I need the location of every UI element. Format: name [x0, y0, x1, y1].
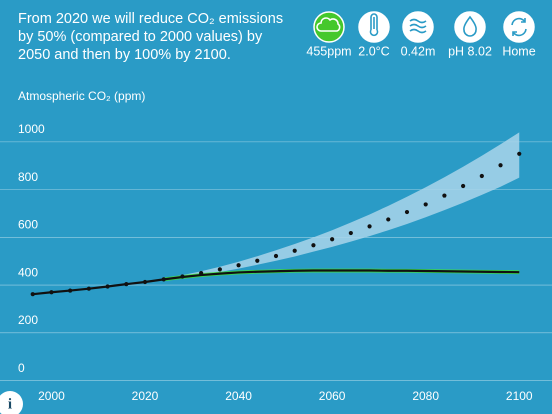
intro-line: From 2020 we will reduce CO₂ emissions [18, 11, 283, 27]
y-tick-label: 1000 [18, 122, 45, 136]
indicator-button[interactable]: 455ppm [306, 11, 352, 58]
indicator-button[interactable]: pH 8.02 [448, 11, 492, 58]
indicator-label[interactable]: 0.42m [401, 44, 436, 58]
indicator-glyph[interactable] [369, 13, 379, 37]
projection-dot [105, 284, 110, 289]
scenario-line [32, 269, 520, 296]
projection-dot [180, 274, 185, 279]
projection-dot [161, 277, 166, 282]
indicator-label[interactable]: 455ppm [306, 44, 351, 58]
info-button[interactable]: i [0, 391, 23, 414]
projection-dot [423, 202, 428, 207]
indicator-button[interactable]: Home [502, 11, 536, 58]
intro-line: 2050 and then by 100% by 2100. [18, 47, 231, 63]
y-tick-label: 600 [18, 218, 38, 232]
info-label[interactable]: i [8, 396, 12, 412]
x-tick-label: 2020 [132, 389, 159, 403]
indicator-bar: 455ppm 2.0°C 0.42m pH 8.02 Home [306, 11, 536, 58]
projection-dot [199, 271, 204, 276]
projection-dot [311, 243, 316, 248]
projection-dot [479, 173, 484, 179]
projection-dot [517, 151, 522, 156]
indicator-glyph[interactable] [409, 18, 427, 34]
projection-dot [124, 282, 129, 287]
plot: 0 200 400 600 800 1000 2000 2020 2040 2060 2080 210… [0, 122, 552, 403]
x-tick-label: 2060 [319, 389, 346, 403]
projection-dot [142, 279, 148, 285]
y-tick-label: 200 [18, 313, 38, 327]
indicator-icon[interactable] [402, 11, 434, 43]
y-tick-label: 400 [18, 265, 38, 279]
x-tick-label: 2080 [412, 389, 439, 403]
projection-dot [330, 237, 335, 242]
indicator-button[interactable]: 0.42m [401, 11, 436, 58]
projection-dot [292, 248, 297, 253]
projection-dot [442, 193, 447, 198]
intro-text: From 2020 we will reduce CO₂ emissions b… [18, 11, 283, 63]
projection-dot [217, 267, 222, 272]
projection-dot [404, 209, 410, 215]
indicator-label[interactable]: pH 8.02 [448, 44, 492, 58]
projection-dot [236, 263, 241, 268]
projection-dot [49, 290, 54, 295]
projection-dot [68, 288, 73, 293]
y-tick-label: 0 [18, 361, 25, 375]
y-axis-label: Atmospheric CO₂ (ppm) [18, 89, 145, 103]
indicator-label[interactable]: 2.0°C [358, 44, 389, 58]
indicator-glyph[interactable] [463, 15, 477, 37]
x-tick-label: 2100 [506, 389, 533, 403]
indicator-icon[interactable] [454, 11, 486, 43]
projection-dot [367, 224, 372, 229]
projection-dot [86, 286, 91, 291]
projection-dot [255, 258, 260, 263]
uncertainty-band [163, 132, 520, 281]
x-tick-label: 2000 [38, 389, 65, 403]
y-tick-label: 800 [18, 170, 38, 184]
indicator-glyph[interactable] [511, 17, 527, 37]
projection-dot [348, 230, 353, 236]
info-circle[interactable] [0, 391, 23, 414]
indicator-icon[interactable] [503, 11, 535, 43]
indicator-label[interactable]: Home [502, 44, 535, 58]
projection-dot [498, 163, 503, 168]
intro-line: by 50% (compared to 2000 values) by [18, 29, 263, 45]
indicator-glyph[interactable] [316, 17, 341, 32]
indicator-button[interactable]: 2.0°C [358, 11, 390, 58]
projection-dot [30, 292, 35, 297]
x-tick-label: 2040 [225, 389, 252, 403]
projection-dot [461, 183, 466, 189]
projection-dot [273, 253, 279, 259]
projection-dot [386, 217, 391, 222]
